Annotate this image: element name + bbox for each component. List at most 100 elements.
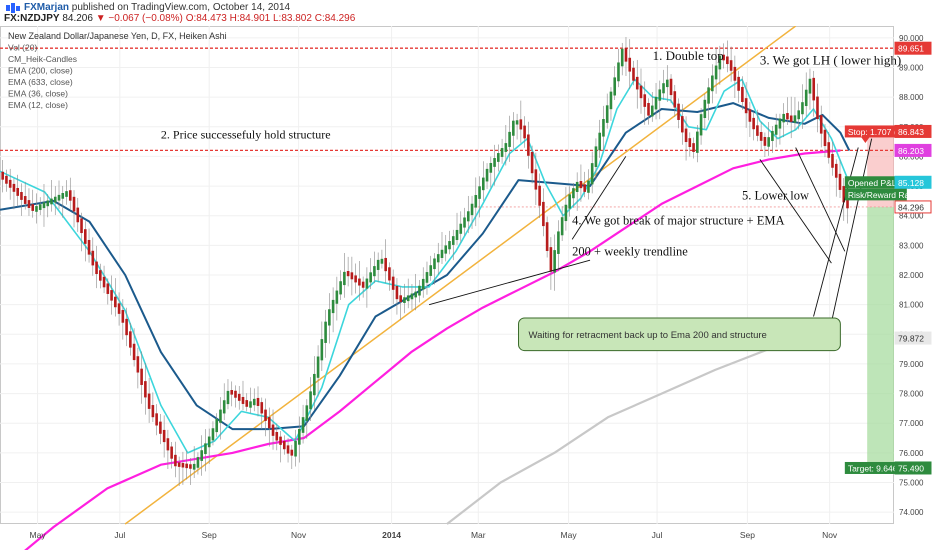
candle-body (99, 270, 102, 281)
candle-body (823, 129, 827, 147)
candle-body (729, 60, 733, 71)
candle-body (215, 418, 219, 433)
candle-body (106, 283, 110, 294)
ema-36-line (0, 102, 851, 431)
ema-633-line (446, 336, 823, 525)
candle-body (65, 191, 68, 197)
candle-body (481, 177, 485, 191)
candle-body (80, 218, 83, 234)
y-tick-label: 86.000 (899, 152, 924, 161)
candle-body (320, 339, 324, 361)
candle-body (590, 163, 594, 185)
price-chart[interactable]: 1. Double top 2. Price successefuly hold … (0, 26, 932, 550)
candle-body (819, 115, 823, 134)
candle-body (271, 424, 275, 436)
price-label: 86.843 (898, 127, 924, 137)
price-label-bg (894, 143, 932, 157)
candle-body (436, 254, 440, 263)
price-label: 75.490 (898, 463, 924, 473)
candle-body (703, 99, 707, 119)
candle-body (140, 368, 143, 385)
candle-body (688, 138, 692, 148)
candle-body (358, 278, 361, 286)
candle-body (504, 143, 508, 152)
candle-body (226, 390, 230, 405)
candle-body (316, 356, 320, 378)
open-price: O:84.473 (185, 13, 227, 24)
candle-body (478, 186, 481, 199)
candle-body (643, 94, 647, 107)
candle-body (245, 400, 249, 407)
candle-body (350, 272, 354, 280)
candle-body (639, 85, 643, 99)
candle-body (425, 272, 429, 283)
study-ema36: EMA (36, close) (8, 89, 68, 99)
candle-body (605, 105, 609, 123)
weekly-trendline (124, 26, 797, 525)
candle-body (650, 105, 654, 117)
symbol-quote: FX:NZDJPY 84.206 ▼ −0.067 (−0.08%) O:84.… (4, 13, 355, 24)
annotation-text: 4. We got break of major structure + EMA (572, 214, 784, 228)
annotation-pointer-line (795, 147, 846, 252)
candle-body (181, 463, 185, 468)
candle-body (16, 187, 20, 196)
candle-body (733, 66, 737, 81)
candle-body (369, 272, 372, 283)
candle-body (451, 236, 455, 245)
candle-body (414, 291, 418, 298)
candle-body (31, 204, 35, 211)
annotation-text: 200 + weekly trendline (572, 245, 688, 259)
candle-body (91, 250, 95, 266)
author-link[interactable]: FXMarjan (24, 2, 70, 13)
candle-body (125, 318, 128, 336)
candle-body (628, 57, 632, 72)
price-label: 84.296 (898, 202, 924, 212)
candle-body (136, 356, 140, 373)
candle-body (361, 281, 365, 288)
candle-body (527, 134, 530, 156)
candle-body (538, 185, 541, 206)
candle-body (174, 454, 177, 467)
candle-body (665, 79, 669, 88)
candle-body (812, 77, 816, 101)
candle-body (793, 115, 797, 123)
candle-body (335, 290, 339, 304)
candle-body (801, 102, 804, 115)
candle-body (684, 128, 688, 143)
publish-info: FXMarjan published on TradingView.com, O… (24, 2, 290, 13)
annotation-text: 1. Double top (653, 48, 724, 63)
candle-body (87, 239, 91, 255)
y-tick-label: 78.000 (899, 390, 924, 399)
annotation-text: 5. Lower low (742, 188, 809, 202)
candle-body (38, 204, 42, 210)
candle-body (635, 76, 639, 90)
candle-body (249, 401, 252, 408)
candle-body (406, 295, 410, 302)
symbol[interactable]: FX:NZDJPY (4, 13, 60, 24)
candle-body (189, 464, 192, 469)
x-tick-label: Jul (652, 530, 663, 540)
candle-body (12, 183, 16, 192)
close-price: C:84.296 (314, 13, 356, 24)
candle-body (20, 192, 23, 200)
candle-body (767, 137, 770, 147)
candle-body (789, 115, 793, 122)
candle-body (744, 98, 748, 114)
candle-body (222, 400, 226, 414)
candle-body (388, 267, 391, 281)
candle-body (53, 196, 57, 203)
y-tick-label: 76.000 (899, 449, 924, 458)
candle-body (609, 91, 613, 110)
annotation-text: 2. Price successefuly hold structure (161, 128, 331, 142)
candle-body (155, 413, 158, 426)
candle-body (662, 83, 665, 94)
candle-body (211, 428, 215, 441)
candle-body (804, 89, 808, 107)
x-tick-label: 2014 (382, 530, 401, 540)
annotation-pointer-line (813, 147, 859, 317)
candle-body (726, 56, 729, 65)
candle-body (579, 181, 583, 189)
candle-body (714, 65, 718, 80)
candle-body (305, 405, 309, 422)
candle-body (72, 196, 76, 212)
